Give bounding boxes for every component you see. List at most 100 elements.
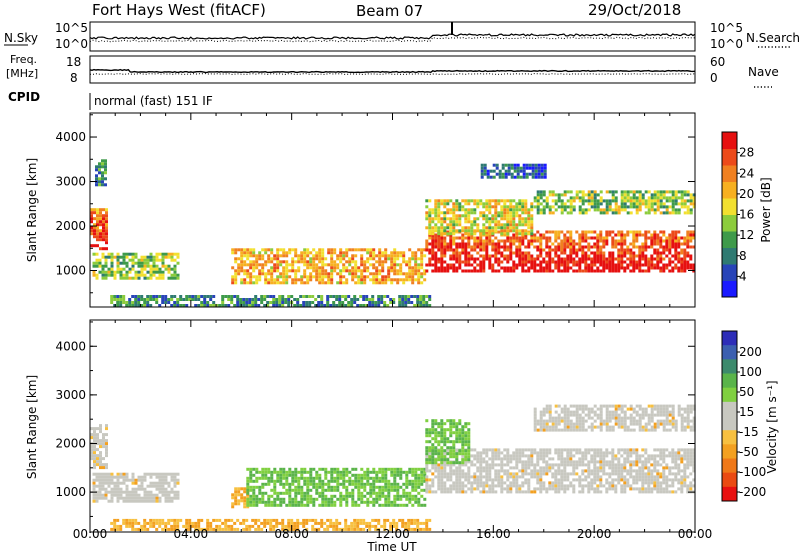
heat-cell-1-5 [539, 481, 543, 485]
heat-cell-0-2 [101, 276, 105, 280]
heat-cell-0-3 [308, 304, 312, 307]
heat-cell-0-3 [239, 301, 243, 304]
heat-cell-0-2 [134, 261, 138, 265]
heat-cell-0-5 [653, 239, 657, 243]
heat-cell-1-4 [408, 500, 412, 504]
heat-cell-0-6 [521, 229, 525, 233]
heat-cell-0-2 [137, 261, 141, 265]
heat-cell-0-5 [458, 263, 462, 267]
heat-cell-0-1 [98, 162, 101, 166]
heat-cell-1-4 [303, 467, 307, 471]
heat-cell-0-7 [638, 199, 642, 203]
velocity-heatmap [90, 404, 696, 531]
heat-cell-0-3 [227, 304, 231, 307]
heat-cell-1-2 [191, 521, 195, 525]
heat-cell-0-6 [521, 220, 525, 224]
heat-cell-0-6 [503, 202, 507, 206]
heat-cell-0-8 [531, 163, 535, 167]
heat-cell-1-4 [360, 476, 364, 480]
heat-cell-1-4 [417, 503, 421, 507]
heat-cell-1-5 [476, 457, 480, 461]
heat-cell-0-5 [524, 251, 528, 255]
heat-cell-0-6 [488, 223, 492, 227]
heat-cell-0-3 [380, 295, 384, 298]
heat-cell-0-8 [522, 169, 526, 173]
heat-cell-0-6 [473, 223, 477, 227]
heat-cell-0-7 [653, 208, 657, 212]
heat-cell-1-5 [491, 490, 495, 494]
heat-cell-1-4 [294, 476, 298, 480]
heat-cell-1-5 [461, 487, 465, 491]
heat-cell-1-0 [90, 436, 93, 440]
heat-cell-1-5 [671, 448, 675, 452]
heat-cell-1-5 [656, 481, 660, 485]
heat-cell-0-4 [303, 254, 307, 258]
heat-cell-0-7 [650, 205, 654, 209]
heat-cell-1-5 [620, 490, 624, 494]
heat-cell-0-3 [236, 304, 240, 307]
heat-cell-1-5 [518, 490, 522, 494]
heat-cell-0-5 [509, 254, 513, 258]
heat-cell-0-5 [644, 245, 648, 249]
heat-cell-1-5 [629, 466, 633, 470]
heat-cell-1-4 [393, 482, 397, 486]
heat-cell-0-7 [632, 196, 636, 200]
heat-cell-0-2 [140, 258, 144, 262]
heat-cell-1-4 [252, 497, 256, 501]
heat-cell-0-5 [569, 260, 573, 264]
heat-cell-0-5 [590, 230, 594, 234]
heat-cell-1-4 [411, 497, 415, 501]
heat-cell-0-2 [176, 261, 180, 265]
heat-cell-0-5 [470, 245, 474, 249]
heat-cell-0-3 [152, 298, 156, 301]
heat-cell-1-4 [282, 500, 286, 504]
heat-cell-1-5 [530, 460, 534, 464]
heat-cell-0-4 [312, 248, 316, 252]
heat-cell-0-6 [437, 214, 441, 218]
heat-cell-0-4 [237, 248, 241, 252]
heat-cell-1-4 [414, 485, 418, 489]
heat-cell-1-0 [96, 454, 99, 458]
heat-cell-0-7 [581, 202, 585, 206]
heat-cell-0-5 [437, 269, 441, 273]
heat-cell-1-5 [620, 463, 624, 467]
heat-cell-0-5 [581, 236, 585, 240]
heat-cell-1-5 [512, 457, 516, 461]
heat-cell-1-1 [110, 487, 114, 491]
heat-cell-1-4 [357, 497, 361, 501]
heat-cell-0-5 [647, 263, 651, 267]
heat-cell-1-5 [506, 487, 510, 491]
heat-cell-0-5 [446, 245, 450, 249]
heat-cell-0-6 [461, 205, 465, 209]
heat-cell-1-5 [542, 454, 546, 458]
heat-cell-0-1 [95, 177, 98, 181]
heat-cell-0-3 [341, 304, 345, 307]
power-colorbar-label: Power [dB] [759, 177, 773, 242]
heat-cell-1-1 [131, 493, 135, 497]
heat-cell-1-5 [596, 484, 600, 488]
heat-cell-1-5 [485, 448, 489, 452]
heat-cell-0-5 [578, 245, 582, 249]
heat-cell-0-2 [92, 261, 96, 265]
heat-cell-0-5 [506, 257, 510, 261]
heat-cell-1-5 [434, 469, 438, 473]
heat-cell-0-4 [231, 275, 235, 279]
heat-cell-0-4 [270, 281, 274, 285]
heat-cell-0-2 [170, 255, 174, 259]
heat-cell-0-5 [584, 266, 588, 270]
heat-cell-0-5 [602, 263, 606, 267]
heat-cell-0-3 [155, 298, 159, 301]
heat-cell-0-4 [249, 266, 253, 270]
heat-cell-0-3 [266, 295, 270, 298]
heat-cell-1-4 [390, 473, 394, 477]
heat-cell-0-4 [300, 251, 304, 255]
heat-cell-1-1 [116, 493, 120, 497]
heat-cell-1-5 [632, 487, 636, 491]
heat-cell-0-5 [470, 269, 474, 273]
heat-cell-1-4 [354, 485, 358, 489]
heat-cell-0-5 [470, 257, 474, 261]
heat-cell-0-4 [381, 281, 385, 285]
heat-cell-0-4 [276, 281, 280, 285]
heat-cell-0-5 [497, 257, 501, 261]
heat-cell-1-5 [494, 451, 498, 455]
